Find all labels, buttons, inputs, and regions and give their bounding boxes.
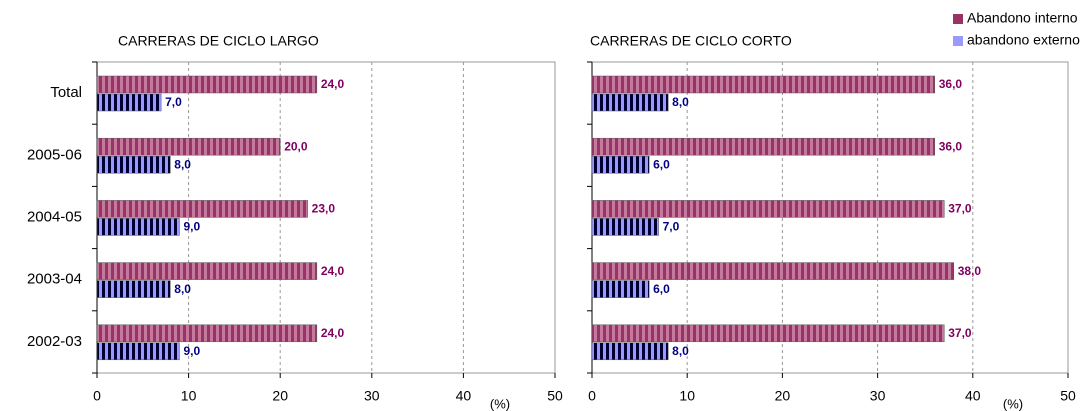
value-label: 23,0 [312, 202, 336, 216]
bar [591, 75, 935, 94]
x-tick-label: 20 [775, 388, 791, 404]
value-label: 9,0 [183, 344, 200, 358]
bar [96, 200, 308, 218]
value-label: 8,0 [672, 95, 689, 109]
bar [591, 218, 659, 236]
value-label: 7,0 [663, 220, 680, 234]
x-tick-label: 30 [870, 388, 886, 404]
value-label: 6,0 [653, 157, 670, 171]
y-tick-label: 2005-06 [27, 146, 82, 163]
x-axis-label: (%) [1003, 396, 1023, 411]
value-label: 24,0 [321, 326, 345, 340]
value-label: 38,0 [958, 264, 982, 278]
value-label: 8,0 [174, 282, 191, 296]
value-label: 7,0 [165, 95, 182, 109]
value-label: 9,0 [183, 220, 200, 234]
bar [96, 342, 180, 361]
legend-label: abandono externo [967, 32, 1080, 48]
y-tick-label: 2004-05 [27, 208, 82, 225]
bar [591, 200, 945, 218]
legend-swatch [953, 36, 963, 46]
bar [591, 342, 669, 361]
y-tick-label: Total [50, 84, 82, 101]
bar [591, 93, 669, 112]
bar [96, 93, 162, 112]
bar [96, 75, 318, 94]
legend-swatch [953, 14, 963, 24]
x-tick-label: 40 [456, 388, 472, 404]
x-tick-label: 50 [1060, 388, 1076, 404]
y-tick-label: 2003-04 [27, 271, 82, 288]
x-tick-label: 50 [547, 388, 563, 404]
value-label: 8,0 [174, 157, 191, 171]
y-tick-label: 2002-03 [27, 333, 82, 350]
bar [591, 155, 650, 174]
x-tick-label: 0 [588, 388, 596, 404]
bar [96, 137, 281, 156]
value-label: 20,0 [284, 139, 308, 153]
bar [96, 218, 180, 236]
bar [591, 324, 945, 343]
bar [591, 280, 650, 298]
x-tick-label: 10 [679, 388, 695, 404]
value-label: 37,0 [948, 326, 972, 340]
value-label: 36,0 [939, 139, 963, 153]
legend-label: Abandono interno [967, 10, 1078, 26]
bar [591, 137, 935, 156]
value-label: 24,0 [321, 264, 345, 278]
chart-title: CARRERAS DE CICLO CORTO [590, 33, 792, 49]
value-label: 37,0 [948, 202, 972, 216]
x-tick-label: 40 [965, 388, 981, 404]
x-axis-label: (%) [490, 396, 510, 411]
value-label: 36,0 [939, 77, 963, 91]
value-label: 24,0 [321, 77, 345, 91]
x-tick-label: 10 [181, 388, 197, 404]
value-label: 8,0 [672, 344, 689, 358]
x-tick-label: 30 [364, 388, 380, 404]
bar [96, 324, 318, 343]
bar [96, 262, 318, 280]
value-label: 6,0 [653, 282, 670, 296]
x-tick-label: 0 [93, 388, 101, 404]
bar [591, 262, 955, 280]
x-tick-label: 20 [272, 388, 288, 404]
chart-title: CARRERAS DE CICLO LARGO [118, 33, 319, 49]
bar [96, 280, 171, 298]
bar [96, 155, 171, 174]
